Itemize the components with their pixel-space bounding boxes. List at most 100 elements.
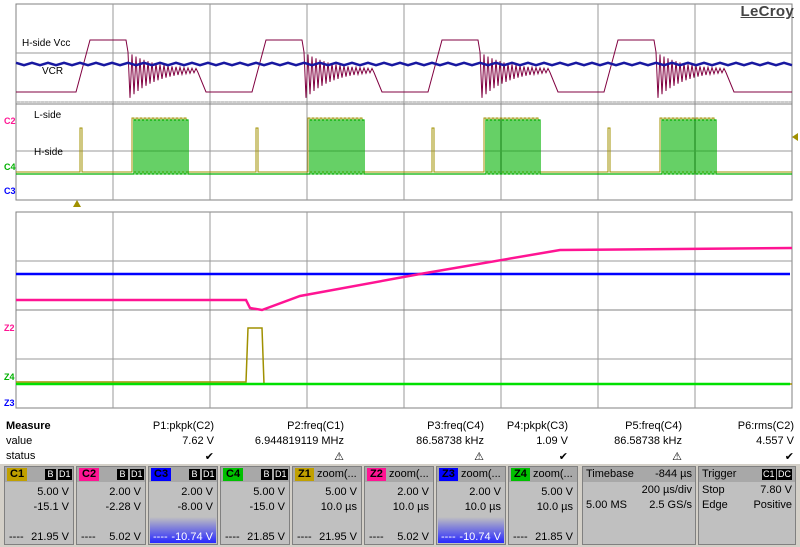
timebase-label: Timebase [586, 468, 634, 480]
descriptor-offset: -8.00 V [177, 501, 213, 513]
trigger-badge: C1 [762, 469, 776, 480]
measure-table: Measure value status P1:pkpk(C2) 7.62 V ✔ P… [0, 416, 800, 464]
descriptor-scale: 5.00 V [37, 486, 69, 498]
descriptor-gradient [150, 517, 216, 543]
descriptor-zoom-label: zoom(... [533, 468, 573, 480]
measure-param-value: 7.62 V [182, 435, 214, 447]
descriptor-zoom-label: zoom(... [317, 468, 357, 480]
descriptor-scale: 2.00 V [109, 486, 141, 498]
descriptor-c3[interactable]: C3 B D1 2.00 V -8.00 V ---- -10.74 V [148, 466, 218, 545]
descriptor-dash-icon: ---- [225, 531, 240, 543]
descriptor-level: 5.02 V [397, 531, 429, 543]
descriptor-tag: C2 [79, 468, 100, 481]
descriptor-offset: 10.0 µs [392, 501, 429, 513]
descriptor-z1[interactable]: Z1 zoom(... 5.00 V 10.0 µs ---- 21.95 V [292, 466, 362, 545]
trigger-level-marker [792, 133, 798, 141]
descriptor-offset: 10.0 µs [464, 501, 501, 513]
measure-param-name[interactable]: P6:rms(C2) [737, 420, 794, 432]
measure-param-value: 86.58738 kHz [416, 435, 484, 447]
measure-param-value: 86.58738 kHz [614, 435, 682, 447]
descriptor-z3[interactable]: Z3 zoom(... 2.00 V 10.0 µs ---- -10.74 V [436, 466, 506, 545]
waveform-display[interactable]: LeCroy H-side Vcc VCR L-side H-side C2 C… [0, 0, 800, 416]
descriptor-c4[interactable]: C4 B D1 5.00 V -15.0 V ---- 21.85 V [220, 466, 290, 545]
descriptor-badge: D1 [274, 469, 288, 480]
measure-param-name[interactable]: P1:pkpk(C2) [152, 420, 214, 432]
descriptor-badge: B [117, 469, 128, 480]
measure-param-value: 1.09 V [536, 435, 568, 447]
marker-z2[interactable]: Z2 [4, 323, 15, 333]
descriptor-badge: B [45, 469, 56, 480]
descriptor-scale: 5.00 V [253, 486, 285, 498]
descriptor-gradient [438, 517, 504, 543]
descriptor-badge: B [189, 469, 200, 480]
descriptor-level: -10.74 V [171, 531, 213, 543]
descriptor-c1[interactable]: C1 B D1 5.00 V -15.1 V ---- 21.95 V [4, 466, 74, 545]
descriptor-scale: 2.00 V [181, 486, 213, 498]
descriptor-scale: 5.00 V [541, 486, 573, 498]
status-check-icon: ✔ [558, 451, 568, 463]
descriptor-level: 21.85 V [247, 531, 285, 543]
marker-c4[interactable]: C4 [4, 162, 16, 172]
descriptor-zoom-label: zoom(... [389, 468, 429, 480]
trigger-box[interactable]: Trigger Stop 7.80 V Edge Positive C1 DC [698, 466, 796, 545]
descriptor-tag: Z4 [511, 468, 530, 481]
status-warning-icon: ⚠ [474, 451, 484, 463]
descriptor-tag: Z1 [295, 468, 314, 481]
descriptor-tag: C4 [223, 468, 244, 481]
descriptor-dash-icon: ---- [369, 531, 384, 543]
timebase-box[interactable]: Timebase -844 µs 200 µs/div 5.00 MS 2.5 GS/s [582, 466, 696, 545]
descriptor-dash-icon: ---- [81, 531, 96, 543]
status-warning-icon: ⚠ [672, 451, 682, 463]
marker-z3[interactable]: Z3 [4, 398, 15, 408]
descriptor-dash-icon: ---- [513, 531, 528, 543]
descriptor-scale: 2.00 V [469, 486, 501, 498]
timebase-samples: 5.00 MS [586, 499, 627, 511]
marker-c2[interactable]: C2 [4, 116, 16, 126]
trigger-badge: DC [777, 469, 792, 480]
descriptor-badge: D1 [202, 469, 216, 480]
trigger-slope: Positive [753, 499, 792, 511]
timebase-delay: -844 µs [655, 468, 692, 480]
trigger-level: 7.80 V [760, 484, 792, 496]
descriptor-offset: -15.0 V [249, 501, 285, 513]
descriptor-level: 21.95 V [319, 531, 357, 543]
status-check-icon: ✔ [204, 451, 214, 463]
measure-param-value: 4.557 V [756, 435, 794, 447]
label-vcr: VCR [42, 66, 64, 77]
descriptor-badge: D1 [130, 469, 144, 480]
descriptor-dash-icon: ---- [153, 531, 168, 543]
trace-hside-vcc [15, 61, 793, 67]
descriptor-z4[interactable]: Z4 zoom(... 5.00 V 10.0 µs ---- 21.85 V [508, 466, 578, 545]
marker-c3[interactable]: C3 [4, 186, 16, 196]
descriptor-bar: C1 B D1 5.00 V -15.1 V ---- 21.95 V C2 B D1 2.00 V… [0, 466, 800, 547]
descriptor-dash-icon: ---- [297, 531, 312, 543]
descriptor-offset: -2.28 V [105, 501, 141, 513]
descriptor-dash-icon: ---- [9, 531, 24, 543]
timebase-per-div: 200 µs/div [641, 484, 692, 496]
brand-logo: LeCroy [740, 3, 794, 20]
trigger-type: Edge [702, 499, 728, 511]
descriptor-badge: B [261, 469, 272, 480]
descriptor-offset: 10.0 µs [320, 501, 357, 513]
trace-zoom-c2 [16, 246, 793, 312]
descriptor-c2[interactable]: C2 B D1 2.00 V -2.28 V ---- 5.02 V [76, 466, 146, 545]
descriptor-badge: D1 [58, 469, 72, 480]
measure-param-name[interactable]: P2:freq(C1) [287, 420, 344, 432]
trigger-marker [73, 200, 81, 207]
measure-param-name[interactable]: P3:freq(C4) [427, 420, 484, 432]
status-check-icon: ✔ [784, 451, 794, 463]
marker-z4[interactable]: Z4 [4, 372, 15, 382]
descriptor-level: 21.95 V [31, 531, 69, 543]
descriptor-scale: 2.00 V [397, 486, 429, 498]
measure-param-name[interactable]: P5:freq(C4) [625, 420, 682, 432]
trigger-label: Trigger [702, 468, 737, 480]
measure-param-name[interactable]: P4:pkpk(C3) [506, 420, 568, 432]
descriptor-dash-icon: ---- [441, 531, 456, 543]
timebase-rate: 2.5 GS/s [649, 499, 692, 511]
descriptor-tag: Z2 [367, 468, 386, 481]
measure-title: Measure [6, 420, 51, 432]
descriptor-level: 5.02 V [109, 531, 141, 543]
descriptor-level: -10.74 V [459, 531, 501, 543]
timebase-header [583, 467, 695, 482]
descriptor-z2[interactable]: Z2 zoom(... 2.00 V 10.0 µs ---- 5.02 V [364, 466, 434, 545]
